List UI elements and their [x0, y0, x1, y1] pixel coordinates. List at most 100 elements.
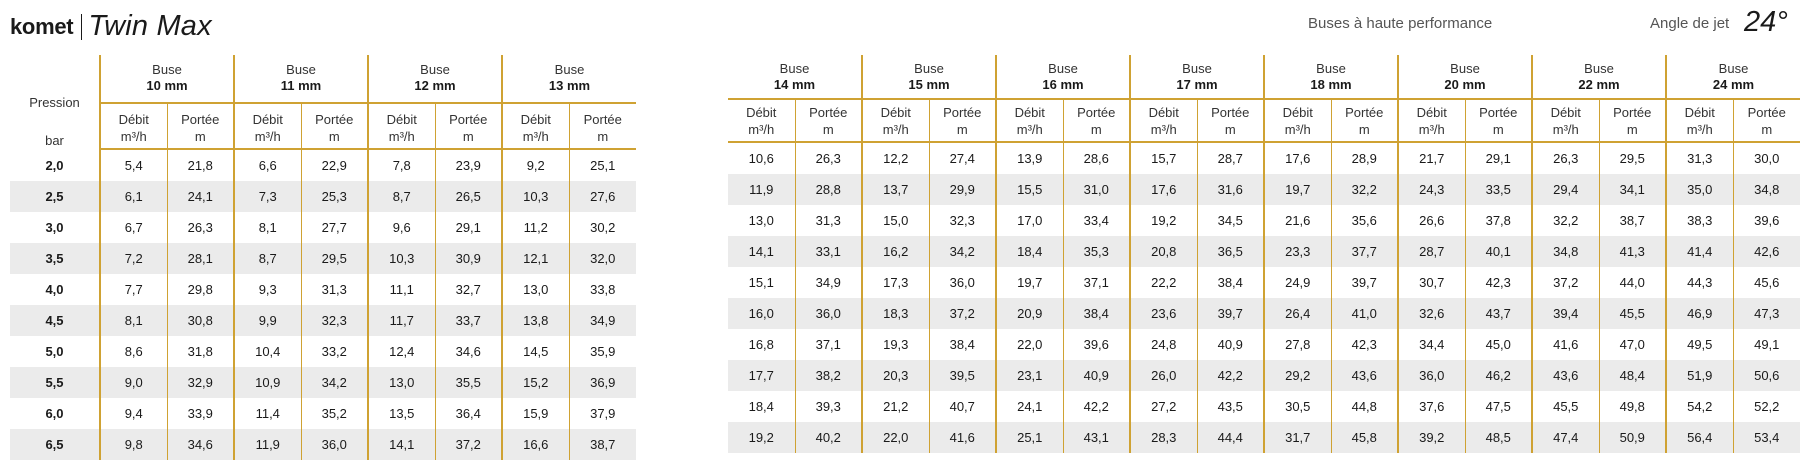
flow-value: 29,4 [1531, 174, 1599, 205]
flow-value: 9,2 [501, 149, 569, 181]
flow-value: 41,6 [1531, 329, 1599, 360]
flow-value: 26,6 [1397, 205, 1465, 236]
nozzle-label: Buse [554, 62, 585, 78]
range-value: 45,5 [1598, 298, 1666, 329]
brand-divider [81, 13, 83, 40]
range-value: 35,5 [434, 367, 502, 398]
flow-value: 34,8 [1531, 236, 1599, 267]
range-value: 35,2 [300, 398, 368, 429]
flow-value: 16,6 [501, 429, 569, 460]
pressure-value: 5,0 [45, 344, 64, 359]
range-value: 31,8 [166, 336, 234, 367]
flow-value: 21,6 [1263, 205, 1331, 236]
range-value: 35,3 [1062, 236, 1130, 267]
range-value: 30,0 [1732, 142, 1800, 174]
nozzle-header: Buse 17 mm [1129, 55, 1264, 100]
range-value: 43,1 [1062, 422, 1130, 453]
pressure-value: 6,0 [45, 406, 64, 421]
nozzle-header: Buse 20 mm [1397, 55, 1532, 100]
table-row: 19,2 40,2 22,0 41,6 25,1 43,1 28,3 44,4 31,7 45,8… [728, 422, 1800, 453]
range-unit: m [462, 129, 474, 144]
nozzle-label: Buse [1316, 60, 1346, 76]
flow-value: 10,9 [233, 367, 301, 398]
flow-value: 9,4 [99, 398, 167, 429]
flow-unit: m³/h [254, 129, 281, 144]
range-value: 28,9 [1330, 142, 1398, 174]
range-value: 28,6 [1062, 142, 1130, 174]
flow-value: 39,2 [1397, 422, 1465, 453]
range-value: 36,0 [300, 429, 368, 460]
range-value: 38,7 [568, 429, 636, 460]
page-subtitle: Buses à haute performance [1308, 15, 1493, 32]
range-value: 34,6 [434, 336, 502, 367]
range-value: 30,2 [568, 212, 636, 243]
range-value: 27,4 [928, 142, 996, 174]
range-column-header: Portée m [568, 102, 636, 151]
flow-value: 49,5 [1665, 329, 1733, 360]
range-value: 36,0 [794, 298, 862, 329]
flow-column-header: Débit m³/h [99, 102, 167, 151]
nozzle-size: 10 mm [146, 78, 188, 94]
flow-value: 32,6 [1397, 298, 1465, 329]
flow-value: 14,1 [367, 429, 435, 460]
range-value: 28,7 [1196, 142, 1264, 174]
range-value: 35,9 [568, 336, 636, 367]
flow-value: 9,9 [233, 305, 301, 336]
flow-value: 27,2 [1129, 391, 1197, 422]
flow-column-header: Débit m³/h [233, 102, 301, 151]
nozzle-header: Buse 12 mm [367, 55, 502, 104]
flow-value: 46,9 [1665, 298, 1733, 329]
flow-value: 26,0 [1129, 360, 1197, 391]
flow-value: 18,3 [861, 298, 929, 329]
range-unit: m [328, 129, 340, 144]
flow-label: Débit [1416, 105, 1447, 120]
range-label: Portée [1613, 105, 1652, 120]
nozzle-table-right: Buse 14 mm Buse 15 mm Buse 16 mm Buse 17 mm Buse… [728, 55, 1800, 453]
nozzle-table-left: Pression bar Buse 10 mm Buse 11 mm Buse 12 mm Bu… [10, 55, 636, 460]
range-value: 31,0 [1062, 174, 1130, 205]
flow-value: 12,1 [501, 243, 569, 274]
range-value: 36,4 [434, 398, 502, 429]
range-unit: m [1358, 122, 1370, 137]
range-value: 50,6 [1732, 360, 1800, 391]
nozzle-size: 17 mm [1176, 76, 1218, 92]
range-value: 35,6 [1330, 205, 1398, 236]
flow-value: 7,3 [233, 181, 301, 212]
flow-value: 28,3 [1129, 422, 1197, 453]
brand-name: komet [10, 13, 74, 39]
range-value: 28,1 [166, 243, 234, 274]
flow-label: Débit [1684, 105, 1715, 120]
table-row: 15,1 34,9 17,3 36,0 19,7 37,1 22,2 38,4 24,9 39,7… [728, 267, 1800, 298]
table-row: 14,1 33,1 16,2 34,2 18,4 35,3 20,8 36,5 23,3 37,7… [728, 236, 1800, 267]
flow-value: 18,4 [995, 236, 1063, 267]
range-value: 37,1 [794, 329, 862, 360]
range-value: 37,7 [1330, 236, 1398, 267]
flow-value: 12,2 [861, 142, 929, 174]
flow-label: Débit [520, 112, 551, 127]
range-label: Portée [181, 112, 220, 127]
pressure-value: 6,5 [10, 429, 100, 460]
range-value: 33,2 [300, 336, 368, 367]
range-value: 49,8 [1598, 391, 1666, 422]
nozzle-label: Buse [1048, 60, 1078, 76]
range-value: 30,8 [166, 305, 234, 336]
range-value: 42,3 [1464, 267, 1532, 298]
range-value: 50,9 [1598, 422, 1666, 453]
range-value: 31,6 [1196, 174, 1264, 205]
range-value: 32,3 [928, 205, 996, 236]
pressure-value: 3,5 [10, 243, 100, 274]
range-value: 40,1 [1464, 236, 1532, 267]
range-value: 38,4 [1062, 298, 1130, 329]
flow-value: 22,0 [995, 329, 1063, 360]
range-label: Portée [1479, 105, 1518, 120]
flow-value: 31,3 [1665, 142, 1733, 174]
range-column-header: Portée m [928, 99, 996, 143]
range-value: 33,9 [166, 398, 234, 429]
range-value: 29,1 [1464, 142, 1532, 174]
range-column-header: Portée m [1330, 99, 1398, 143]
range-value: 32,7 [434, 274, 502, 305]
flow-column-header: Débit m³/h [861, 99, 929, 143]
flow-column-header: Débit m³/h [367, 102, 435, 151]
flow-unit: m³/h [120, 129, 147, 144]
flow-value: 35,0 [1665, 174, 1733, 205]
